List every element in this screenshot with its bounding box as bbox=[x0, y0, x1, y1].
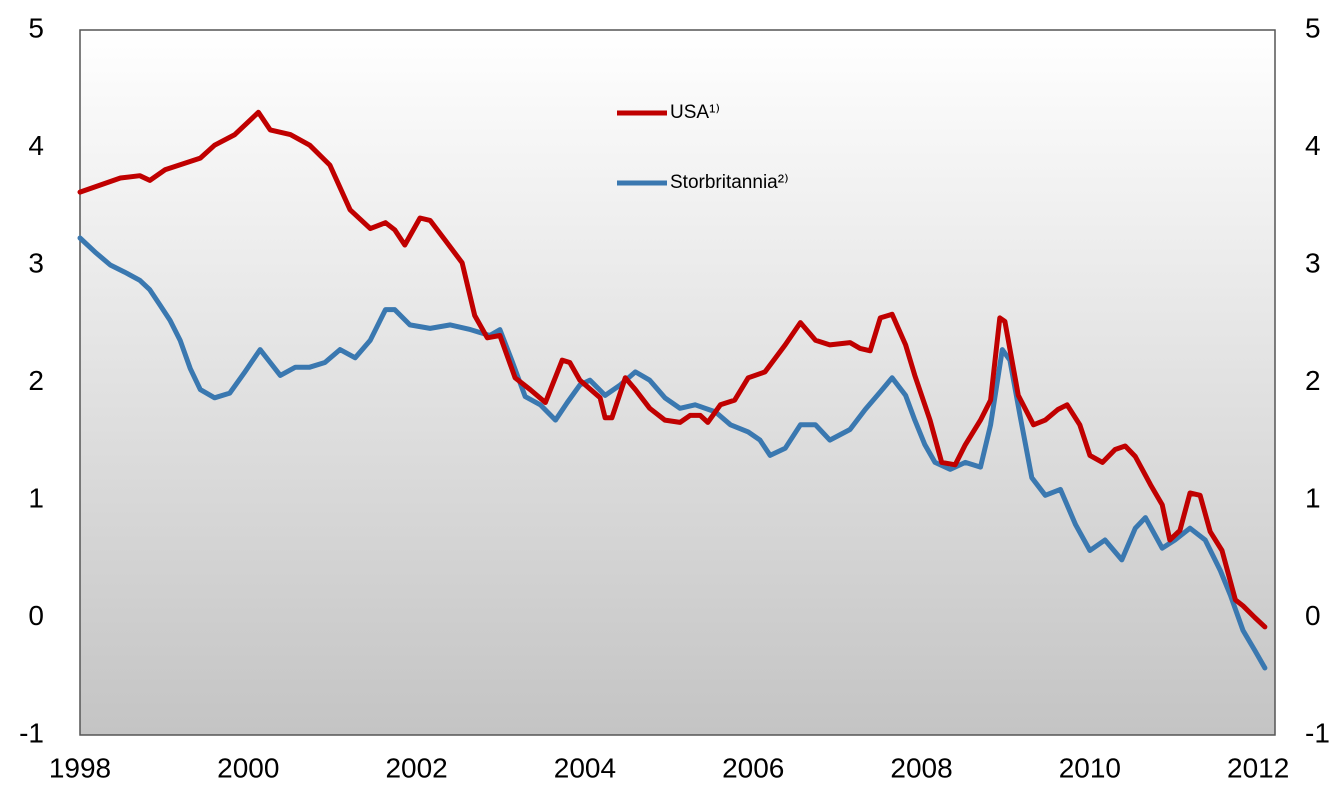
y2-tick-label: 1 bbox=[1305, 482, 1321, 513]
x-tick-label: 2002 bbox=[385, 752, 447, 783]
y-tick-label: 3 bbox=[28, 247, 44, 278]
line bbox=[77, 235, 1268, 671]
x-tick-label: 2010 bbox=[1059, 752, 1121, 783]
y2-tick-label: 2 bbox=[1305, 365, 1321, 396]
legend-label: Storbritannia²⁾ bbox=[670, 172, 789, 193]
line bbox=[77, 109, 1268, 630]
x-tick-label: 1998 bbox=[49, 752, 111, 783]
y-tick-label: 5 bbox=[28, 12, 44, 43]
x-tick-label: 2000 bbox=[217, 752, 279, 783]
x-tick-label: 2008 bbox=[890, 752, 952, 783]
x-tick-label: 2006 bbox=[722, 752, 784, 783]
y-tick-label: 2 bbox=[28, 365, 44, 396]
legend-label: USA¹⁾ bbox=[670, 102, 720, 123]
y-tick-label: 0 bbox=[28, 600, 44, 631]
y2-tick-label: -1 bbox=[1305, 717, 1330, 748]
y2-tick-label: 0 bbox=[1305, 600, 1321, 631]
plot-area bbox=[79, 29, 1276, 736]
x-tick-label: 2004 bbox=[554, 752, 616, 783]
y2-tick-label: 4 bbox=[1305, 130, 1321, 161]
x-tick-label: 2012 bbox=[1227, 752, 1289, 783]
y2-tick-label: 5 bbox=[1305, 12, 1321, 43]
y-tick-label: -1 bbox=[19, 717, 44, 748]
y-tick-label: 1 bbox=[28, 482, 44, 513]
y-tick-label: 4 bbox=[28, 130, 44, 161]
y2-tick-label: 3 bbox=[1305, 247, 1321, 278]
